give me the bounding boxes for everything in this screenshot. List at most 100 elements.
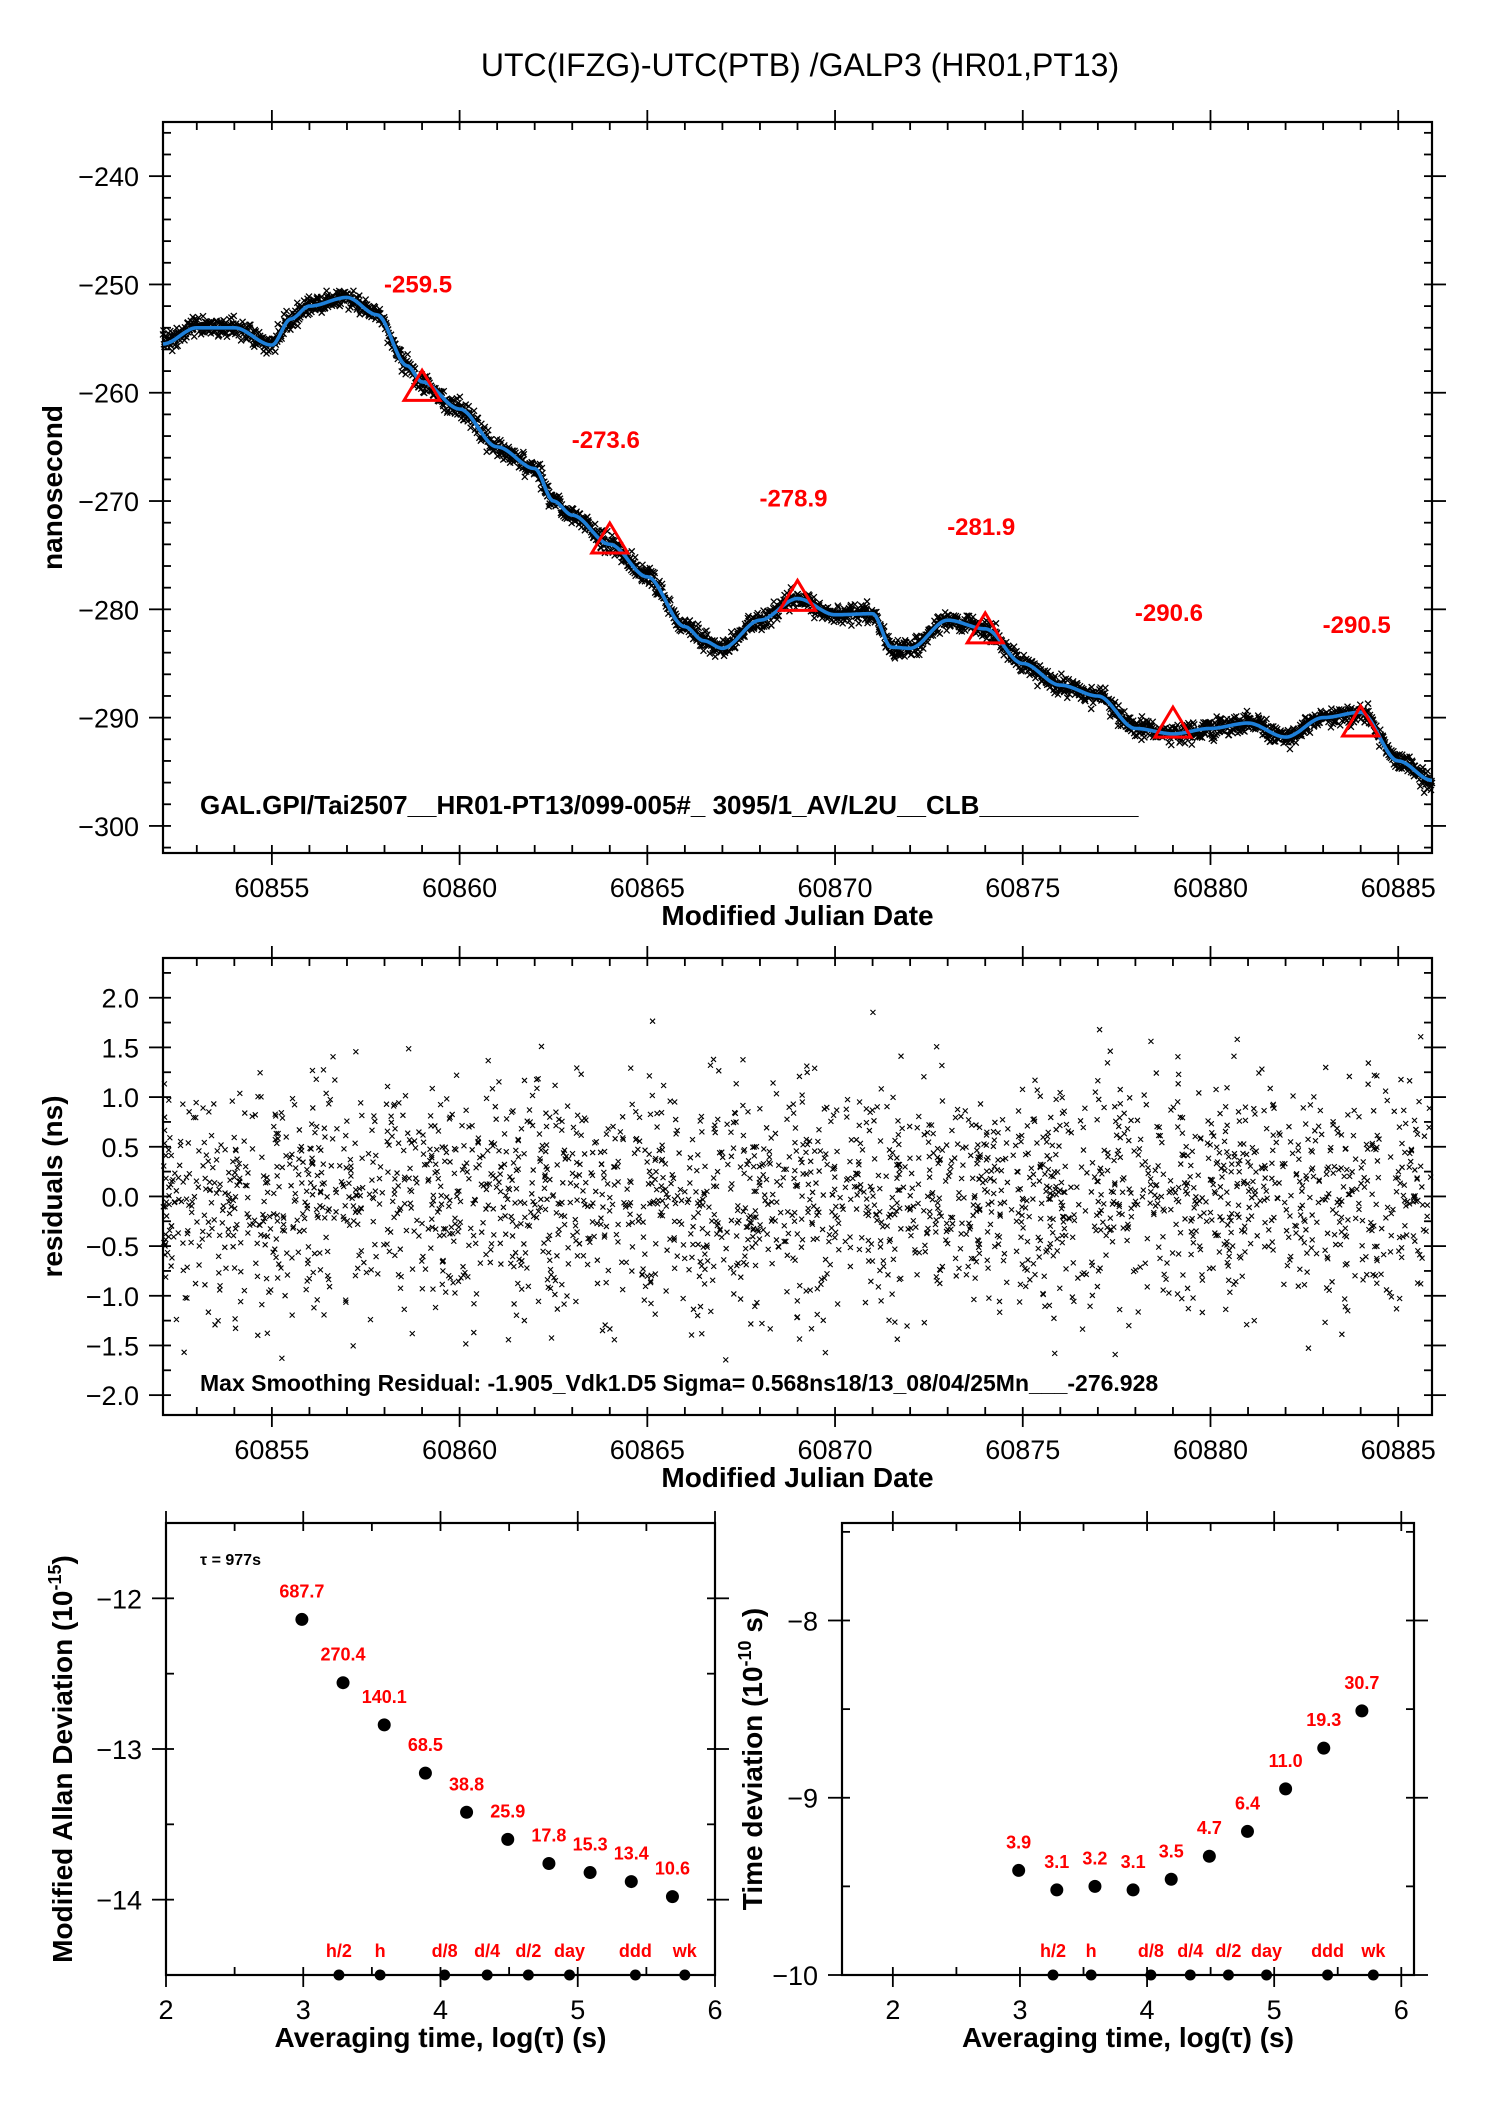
residual-point xyxy=(987,1175,994,1182)
residual-point xyxy=(720,1257,727,1263)
residuals-y-tick-label: 0.0 xyxy=(101,1182,139,1212)
residual-point xyxy=(527,1209,534,1216)
residual-point xyxy=(1126,1186,1133,1192)
residual-point xyxy=(810,1236,817,1243)
residual-point xyxy=(1213,1160,1220,1167)
residual-point xyxy=(192,1114,199,1121)
residual-point xyxy=(542,1177,549,1184)
residual-point xyxy=(554,1306,561,1312)
residual-point xyxy=(442,1226,449,1232)
residual-point xyxy=(348,1173,354,1179)
main-data-point xyxy=(775,612,783,620)
residual-point xyxy=(752,1208,759,1214)
residual-point xyxy=(1040,1134,1046,1141)
residual-point xyxy=(1047,1196,1054,1202)
residual-point xyxy=(652,1155,659,1162)
residual-point xyxy=(471,1300,477,1307)
residual-point xyxy=(693,1167,700,1174)
main-data-point xyxy=(404,350,412,358)
residual-point xyxy=(435,1175,442,1182)
residual-point xyxy=(210,1101,217,1107)
residual-point xyxy=(295,1171,302,1178)
residual-point xyxy=(821,1275,828,1281)
residual-point xyxy=(1157,1255,1163,1262)
residual-point xyxy=(1042,1303,1048,1310)
residuals-x-axis-label: Modified Julian Date xyxy=(661,1462,933,1493)
residual-point xyxy=(567,1180,574,1187)
residual-point xyxy=(1043,1183,1050,1190)
residual-point xyxy=(429,1224,436,1231)
residual-point xyxy=(663,1288,670,1294)
residual-point xyxy=(831,1186,838,1193)
residual-point xyxy=(313,1123,320,1130)
residual-point xyxy=(1056,1143,1062,1149)
residual-point xyxy=(737,1296,744,1302)
residual-point xyxy=(414,1217,420,1224)
residual-point xyxy=(530,1167,537,1173)
residual-point xyxy=(719,1154,726,1161)
residual-point xyxy=(954,1106,961,1113)
residual-point xyxy=(252,1260,259,1267)
residual-point xyxy=(261,1198,267,1205)
residual-point xyxy=(1293,1172,1300,1178)
residual-point xyxy=(529,1092,536,1099)
residual-point xyxy=(225,1191,232,1198)
residual-point xyxy=(346,1180,352,1187)
residual-point xyxy=(1350,1132,1357,1139)
residual-point xyxy=(1269,1160,1275,1167)
residual-point xyxy=(1059,1094,1066,1101)
residual-point xyxy=(1364,1177,1371,1184)
residual-point xyxy=(796,1073,803,1080)
residual-point xyxy=(1419,1255,1425,1261)
residual-point xyxy=(1318,1131,1325,1138)
residual-point xyxy=(1242,1117,1249,1124)
residual-point xyxy=(264,1189,271,1196)
residual-point xyxy=(292,1190,299,1197)
residual-point xyxy=(1303,1226,1309,1233)
residual-point xyxy=(1207,1209,1214,1216)
residual-point xyxy=(395,1140,402,1147)
residual-point xyxy=(988,1199,995,1206)
residual-point xyxy=(275,1130,282,1137)
main-data-point xyxy=(969,613,977,621)
residual-point xyxy=(895,1187,901,1194)
residual-point xyxy=(1150,1211,1157,1218)
residual-point xyxy=(1094,1283,1101,1290)
residual-point xyxy=(974,1142,981,1148)
residual-point xyxy=(1104,1224,1111,1231)
residual-point xyxy=(902,1164,908,1170)
residual-point xyxy=(892,1137,898,1144)
residual-point xyxy=(972,1275,979,1281)
residual-point xyxy=(408,1205,415,1211)
main-data-point xyxy=(465,402,473,410)
residual-point xyxy=(588,1203,595,1209)
residual-point xyxy=(272,1111,279,1118)
residual-point xyxy=(325,1208,331,1215)
residual-point xyxy=(162,1251,168,1258)
main-data-point xyxy=(1010,643,1018,651)
residual-point xyxy=(1365,1081,1372,1088)
residual-point xyxy=(1082,1207,1089,1214)
residual-point xyxy=(1410,1233,1417,1239)
residual-point xyxy=(1050,1252,1057,1259)
residual-point xyxy=(574,1197,580,1203)
residual-point xyxy=(602,1322,609,1328)
residual-point xyxy=(354,1221,361,1228)
residual-point xyxy=(921,1131,928,1138)
residual-point xyxy=(790,1110,797,1116)
residual-point xyxy=(565,1244,572,1251)
main-smooth-curve xyxy=(162,295,1433,783)
residual-point xyxy=(915,1155,922,1161)
residual-point xyxy=(646,1200,653,1207)
residual-point xyxy=(1346,1191,1353,1198)
residual-point xyxy=(929,1196,936,1203)
residual-point xyxy=(745,1214,752,1221)
residual-point xyxy=(1384,1204,1391,1211)
residual-point xyxy=(1284,1262,1291,1269)
residual-point xyxy=(1286,1123,1292,1130)
residual-point xyxy=(292,1196,299,1203)
residual-point xyxy=(1410,1193,1417,1200)
residual-point xyxy=(996,1309,1003,1316)
main-y-tick-label: −260 xyxy=(78,379,139,409)
residual-point xyxy=(852,1170,859,1177)
